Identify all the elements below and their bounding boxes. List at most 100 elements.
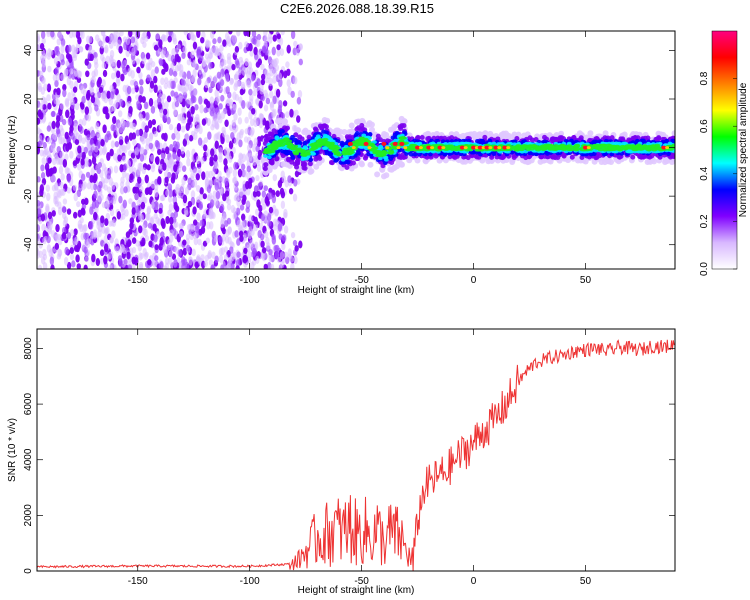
spectrogram-noise-point <box>263 210 269 218</box>
spectrogram-noise-point <box>235 60 240 69</box>
spectrogram-noise-point <box>153 84 158 93</box>
spectrogram-signal-point <box>354 118 361 125</box>
spectrogram-noise-point <box>182 138 188 147</box>
spectrogram-noise-point <box>138 113 144 121</box>
spectrogram-noise-point <box>88 46 93 54</box>
spectrogram-noise-point <box>66 208 72 215</box>
spectrogram-noise-point <box>186 98 192 105</box>
spectrogram-noise-point <box>227 91 232 99</box>
spectrogram-noise-point <box>99 40 105 49</box>
spectrogram-noise-point <box>224 72 230 80</box>
spectrogram-noise-point <box>112 116 117 125</box>
spectrogram-noise-point <box>97 161 103 169</box>
spectrogram-noise-point <box>173 164 178 173</box>
spectrogram-noise-point <box>83 146 88 154</box>
spectrogram-noise-point <box>203 98 209 105</box>
spectrogram-noise-point <box>248 214 253 223</box>
spectrogram-noise-point <box>279 48 285 57</box>
spectrogram-noise-point <box>125 36 131 46</box>
spectrogram-noise-point <box>93 51 98 59</box>
spectrogram-noise-point <box>272 68 278 78</box>
spectrogram-noise-point <box>105 112 110 120</box>
spectrogram-signal-point <box>380 173 387 180</box>
spectrogram-noise-point <box>118 139 124 146</box>
spectrogram-noise-point <box>165 215 170 225</box>
spectrogram-noise-point <box>47 102 52 110</box>
spectrogram-noise-point <box>176 43 181 51</box>
spectrogram-noise-point <box>226 198 232 205</box>
spectrogram-noise-point <box>234 93 240 101</box>
spectrogram-noise-point <box>147 259 152 266</box>
spectrogram-noise-point <box>257 149 263 157</box>
spectrogram-noise-point <box>94 122 100 130</box>
spectrogram-signal-point <box>419 134 425 140</box>
spectrogram-noise-point <box>82 117 87 127</box>
spectrogram-noise-point <box>128 106 133 114</box>
spectrogram-noise-point <box>268 206 274 214</box>
spectrogram-noise-point <box>228 256 233 264</box>
spectrogram-noise-point <box>139 77 144 86</box>
spectrogram-noise-point <box>73 70 79 77</box>
spectrogram-noise-point <box>135 129 141 137</box>
spectrogram-noise-point <box>226 35 231 45</box>
spectrogram-signal-point <box>302 127 309 134</box>
spectrogram-signal-point <box>323 124 329 130</box>
spectrogram-noise-point <box>233 176 238 185</box>
spectrogram-noise-point <box>235 207 241 216</box>
spectrogram-noise-point <box>161 194 166 201</box>
spectrogram-noise-point <box>190 50 195 59</box>
spectrogram-noise-point <box>253 185 259 192</box>
spectrogram-noise-point <box>249 118 255 127</box>
spectrogram-noise-point <box>96 79 101 88</box>
spectrogram-noise-point <box>49 256 55 266</box>
spectrogram-noise-point <box>182 239 187 246</box>
spectrogram-noise-point <box>146 164 151 171</box>
spectrogram-noise-point <box>139 153 145 162</box>
spectrogram-noise-point <box>220 219 225 229</box>
spectrogram-noise-point <box>93 190 98 199</box>
spectrogram-noise-point <box>131 87 136 94</box>
spectrogram-noise-point <box>244 41 249 48</box>
spectrogram-noise-point <box>112 124 117 133</box>
spectrogram-noise-point <box>37 145 41 155</box>
spectrogram-noise-point <box>74 236 79 245</box>
spectrogram-noise-point <box>73 123 79 131</box>
spectrogram-noise-point <box>139 185 144 192</box>
spectrogram-noise-point <box>53 56 59 65</box>
spectrogram-noise-point <box>197 77 202 86</box>
spectrogram-noise-point <box>200 157 205 165</box>
spectrogram-noise-point <box>261 73 266 81</box>
spectrogram-noise-point <box>245 206 250 214</box>
spectrogram-noise-point <box>81 95 86 104</box>
spectrogram-noise-point <box>255 255 260 264</box>
spectrogram-noise-point <box>241 67 247 76</box>
spectrogram-noise-point <box>153 131 158 138</box>
spectrogram-noise-point <box>126 239 132 248</box>
spectrogram-noise-point <box>229 241 234 248</box>
spectrogram-noise-point <box>148 97 154 107</box>
spectrogram-noise-point <box>193 132 198 141</box>
spectrogram-noise-point <box>205 237 211 244</box>
spectrogram-noise-point <box>256 39 261 48</box>
spectrogram-noise-point <box>273 245 278 252</box>
spectrogram-signal-point <box>630 154 636 160</box>
spectrogram-signal-point <box>312 126 318 132</box>
spectrogram-noise-point <box>85 70 90 78</box>
spectrogram-noise-point <box>144 125 149 133</box>
spectrogram-noise-point <box>101 202 107 209</box>
spectrogram-noise-point <box>223 158 228 166</box>
spectrogram-noise-point <box>278 37 284 46</box>
spectrogram-noise-point <box>98 146 103 156</box>
spectrogram-noise-point <box>277 223 282 232</box>
spectrogram-noise-point <box>122 169 127 178</box>
spectrogram-noise-point <box>272 75 277 84</box>
spectrogram-noise-point <box>108 97 114 106</box>
spectrogram-noise-point <box>168 250 174 258</box>
spectrogram-noise-point <box>196 48 201 57</box>
spectrogram-noise-point <box>276 44 281 51</box>
spectrogram-noise-point <box>41 60 46 68</box>
spectrogram-noise-point <box>121 213 126 220</box>
spectrogram-noise-point <box>63 256 69 266</box>
spectrogram-noise-point <box>130 36 136 44</box>
spectrogram-noise-point <box>103 255 108 265</box>
